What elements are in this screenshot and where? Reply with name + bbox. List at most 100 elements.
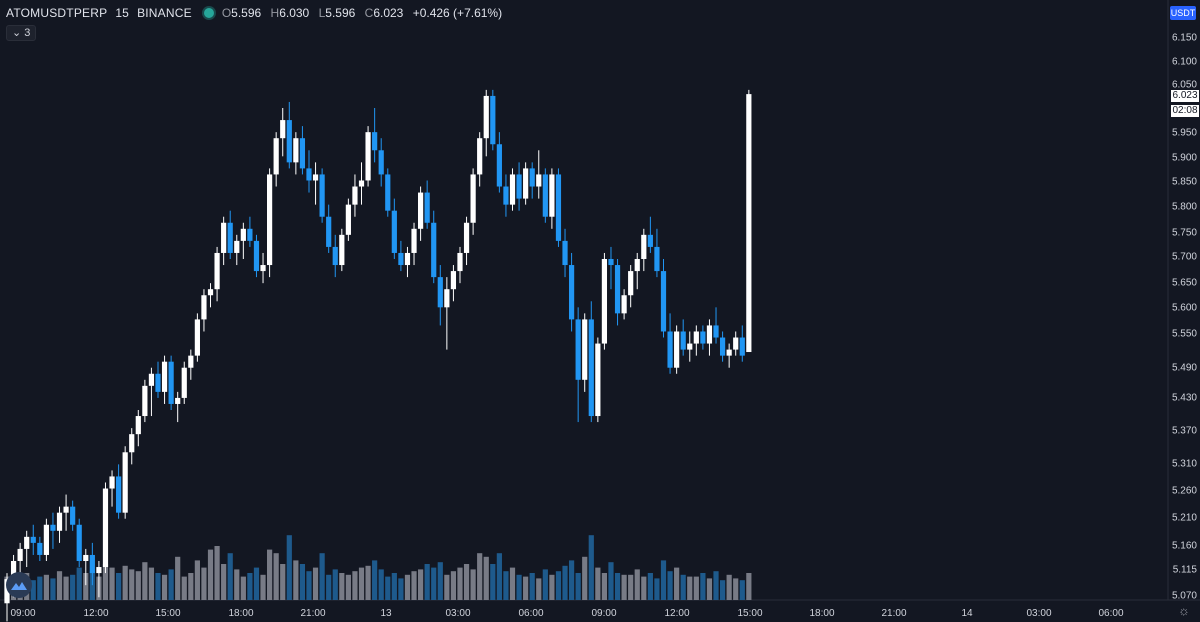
volume-bar <box>562 565 568 600</box>
candle-body <box>188 355 194 368</box>
volume-bars <box>4 535 752 600</box>
candle-body <box>109 476 115 489</box>
symbol-name[interactable]: ATOMUSDTPERP <box>6 6 108 20</box>
candle-body <box>634 259 640 272</box>
candle-body <box>542 174 548 217</box>
price-tick-label: 5.370 <box>1172 426 1197 437</box>
volume-bar <box>490 564 496 600</box>
candle-body <box>568 265 575 320</box>
candle-body <box>345 204 351 235</box>
time-tick-label: 18:00 <box>228 608 253 619</box>
candle-body <box>523 168 529 199</box>
volume-bar <box>273 553 279 600</box>
price-tick-label: 5.700 <box>1172 252 1197 263</box>
candle-body <box>43 524 49 555</box>
candle-body <box>739 337 745 356</box>
volume-bar <box>608 562 614 600</box>
candle-body <box>161 361 168 392</box>
candle-body <box>168 361 174 404</box>
indicators-toggle[interactable]: ⌄ 3 <box>6 25 37 41</box>
volume-bar <box>122 565 128 600</box>
price-tick-label: 5.490 <box>1172 363 1197 374</box>
price-tick-label: 5.210 <box>1172 513 1197 524</box>
candle-body <box>457 252 463 272</box>
volume-bar <box>299 564 306 600</box>
volume-bar <box>746 573 752 600</box>
candle-body <box>463 222 470 253</box>
volume-bar <box>339 573 345 600</box>
candle-body <box>240 228 246 241</box>
time-tick-label: 06:00 <box>1098 608 1123 619</box>
volume-bar <box>201 567 207 600</box>
candle-body <box>680 331 686 350</box>
volume-bar <box>621 574 627 600</box>
candle-body <box>273 138 279 175</box>
volume-bar <box>555 571 562 600</box>
volume-bar <box>332 569 338 600</box>
candle-body <box>30 536 36 543</box>
last-price-tag: 6.023 <box>1171 90 1199 102</box>
volume-bar <box>693 576 699 600</box>
candle-body <box>17 548 23 561</box>
time-tick-label: 21:00 <box>881 608 906 619</box>
volume-bar <box>30 580 36 600</box>
candle-body <box>746 94 752 353</box>
volume-bar <box>175 556 181 600</box>
interval[interactable]: 15 <box>115 6 130 20</box>
candle-body <box>129 434 135 453</box>
currency-badge[interactable]: USDT <box>1170 6 1196 20</box>
candle-body <box>102 488 109 568</box>
volume-bar <box>221 564 227 600</box>
volume-bar <box>674 567 680 600</box>
price-axis[interactable]: 6.1506.1006.0506.0005.9505.9005.8505.800… <box>1172 33 1197 602</box>
price-tick-label: 5.650 <box>1172 278 1197 289</box>
volume-bar <box>280 564 286 600</box>
volume-bar <box>267 549 273 600</box>
high-value: 6.030 <box>279 6 310 20</box>
candle-body <box>50 524 56 531</box>
candle-body <box>24 536 30 549</box>
candle-body <box>207 289 214 296</box>
candle-body <box>490 95 496 145</box>
candle-body <box>509 174 516 205</box>
green-dot-icon <box>203 8 214 18</box>
volume-bar <box>634 569 640 600</box>
candle-body <box>437 277 443 308</box>
gear-icon[interactable]: ☼ <box>1178 603 1190 618</box>
volume-bar <box>529 573 535 600</box>
time-tick-label: 03:00 <box>445 608 470 619</box>
candle-body <box>267 174 273 266</box>
candle-body <box>155 373 161 392</box>
candle-body <box>214 252 220 290</box>
tradingview-logo-icon[interactable] <box>6 572 32 598</box>
candle-body <box>372 132 378 151</box>
volume-bar <box>431 567 437 600</box>
candle-body <box>706 325 713 344</box>
volume-bar <box>207 549 214 600</box>
price-tick-label: 6.100 <box>1172 57 1197 68</box>
candle-body <box>647 234 653 247</box>
price-tick-label: 5.950 <box>1172 128 1197 139</box>
price-tick-label: 5.310 <box>1172 459 1197 470</box>
volume-bar <box>641 576 647 600</box>
price-tick-label: 5.800 <box>1172 202 1197 213</box>
volume-bar <box>293 560 299 600</box>
time-axis[interactable]: 09:00 12:00 15:00 18:00 21:00 13 03:00 06:00 09:… <box>10 608 1123 619</box>
volume-bar <box>161 574 168 600</box>
candle-body <box>293 138 299 163</box>
time-tick-label: 09:00 <box>591 608 616 619</box>
volume-bar <box>477 553 483 600</box>
candle-body <box>135 416 141 435</box>
volume-bar <box>358 567 365 600</box>
volume-bar <box>483 556 489 600</box>
indicator-count: 3 <box>24 27 31 39</box>
volume-bar <box>588 535 594 600</box>
volume-bar <box>601 573 608 600</box>
volume-bar <box>450 571 457 600</box>
price-tick-label: 5.160 <box>1172 541 1197 552</box>
price-tick-label: 6.150 <box>1172 33 1197 44</box>
time-tick-label: 03:00 <box>1026 608 1051 619</box>
time-tick-label: 18:00 <box>809 608 834 619</box>
